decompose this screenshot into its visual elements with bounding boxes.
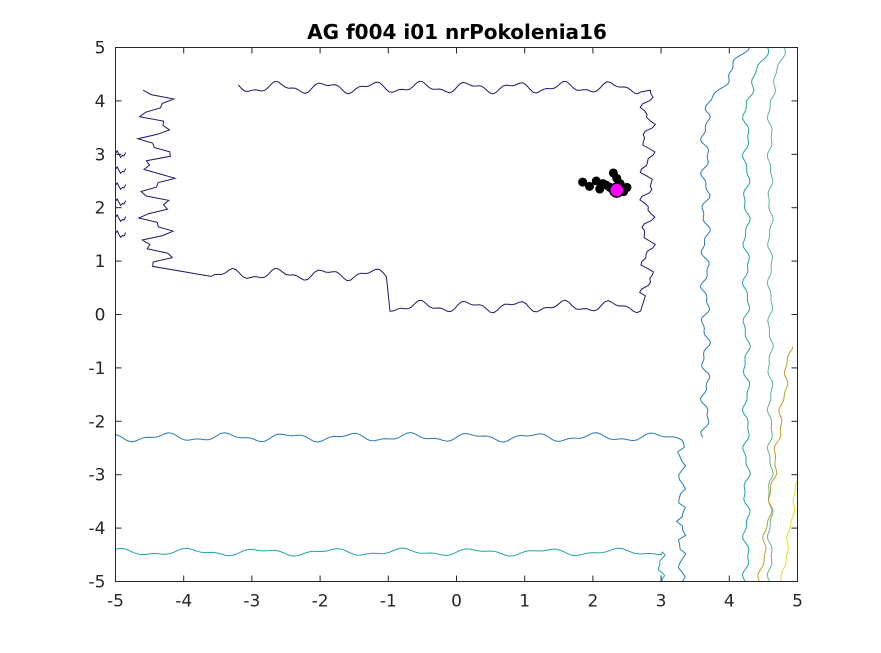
contour-lines: [115, 47, 799, 582]
contour-ripple: [115, 181, 127, 191]
x-tick-label: 0: [451, 592, 462, 612]
y-tick-label: 0: [95, 306, 106, 326]
population-point: [578, 177, 588, 187]
population-point: [584, 181, 594, 191]
y-tick-label: 4: [95, 92, 106, 112]
contour-level-6: [780, 479, 799, 582]
x-tick-label: -5: [107, 592, 124, 612]
x-tick-label: 5: [792, 592, 803, 612]
contour-ripple: [115, 213, 127, 223]
contour-ripple: [115, 165, 127, 175]
contour-level-5: [757, 346, 794, 582]
x-tick-label: 2: [587, 592, 598, 612]
y-tick-label: 1: [95, 252, 106, 272]
y-tick-label: 5: [95, 39, 106, 59]
contour-level-3-right: [741, 47, 770, 582]
x-tick-label: 3: [656, 592, 667, 612]
population-point: [622, 182, 632, 192]
x-tick-label: -3: [243, 592, 260, 612]
y-tick-label: 2: [95, 199, 106, 219]
contour-level-2-right: [699, 47, 750, 438]
y-axis: -5 -4 -3 -2 -1 0 1 2 3 4 5: [89, 39, 798, 593]
x-tick-label: 4: [724, 592, 735, 612]
contour-level-4: [766, 47, 786, 582]
y-tick-label: 3: [95, 145, 106, 165]
y-tick-label: -1: [89, 359, 106, 379]
contour-level-2: [115, 431, 687, 582]
y-tick-label: -5: [89, 573, 106, 593]
y-tick-label: -2: [89, 412, 106, 432]
chart-title: AG f004 i01 nrPokolenia16: [307, 20, 607, 44]
contour-level-3: [115, 547, 666, 582]
y-tick-label: -3: [89, 466, 106, 486]
contour-ripple: [115, 229, 127, 239]
plot-area: [115, 47, 798, 582]
contour-ripple: [115, 197, 127, 207]
best-point: [609, 182, 625, 198]
x-tick-label: 1: [519, 592, 530, 612]
x-tick-label: -1: [380, 592, 397, 612]
contour-level-1: [135, 80, 657, 314]
x-tick-label: -4: [175, 592, 192, 612]
x-tick-label: -2: [312, 592, 329, 612]
data-points: [578, 168, 632, 198]
y-tick-label: -4: [89, 519, 106, 539]
contour-ripple: [115, 149, 127, 159]
population-point: [591, 176, 601, 186]
x-axis: -5 -4 -3 -2 -1 0 1 2 3 4 5: [107, 47, 803, 612]
